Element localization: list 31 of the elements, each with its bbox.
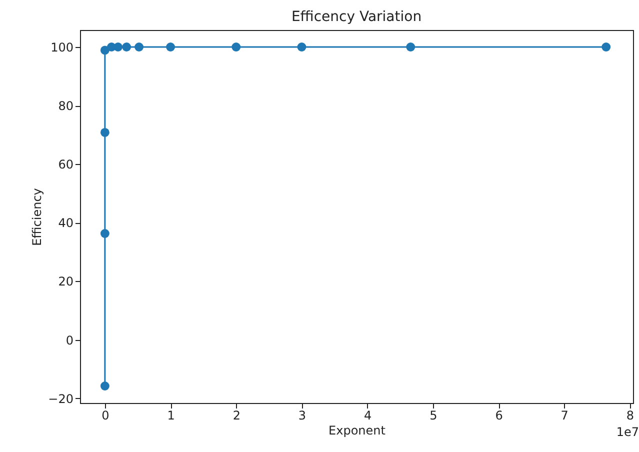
y-tick-label: 40 — [58, 216, 74, 230]
y-tick-label: 0 — [66, 333, 74, 348]
x-tick-label: 5 — [430, 408, 438, 422]
point — [297, 42, 306, 52]
x-tick-label: 2 — [232, 408, 240, 422]
chart-title: Efficency Variation — [291, 9, 422, 25]
x-axis-title: Exponent — [328, 424, 386, 438]
y-tick-label: 100 — [50, 40, 74, 54]
point — [100, 382, 110, 390]
point — [134, 42, 144, 52]
y-tick-label: −20 — [48, 392, 74, 406]
point — [122, 42, 132, 52]
point — [100, 229, 110, 238]
x-tick-label: 6 — [495, 408, 503, 422]
y-axis-title: Efficiency — [30, 188, 44, 246]
point — [166, 42, 175, 52]
x-tick-label: 8 — [626, 408, 634, 422]
point — [114, 42, 123, 52]
y-tick-label: 60 — [58, 158, 74, 172]
point — [232, 42, 241, 52]
x-tick-label: 0 — [102, 408, 110, 422]
x-tick-label: 7 — [560, 408, 568, 422]
y-tick-label: 80 — [58, 99, 74, 114]
x-tick-label: 4 — [364, 408, 372, 422]
text: 1e7 — [616, 425, 639, 439]
x-tick-label: 1 — [167, 408, 175, 422]
point — [602, 42, 611, 52]
point — [406, 42, 416, 52]
point — [100, 128, 110, 137]
y-tick-label: 20 — [58, 274, 74, 289]
x-tick-label: 3 — [298, 408, 306, 422]
